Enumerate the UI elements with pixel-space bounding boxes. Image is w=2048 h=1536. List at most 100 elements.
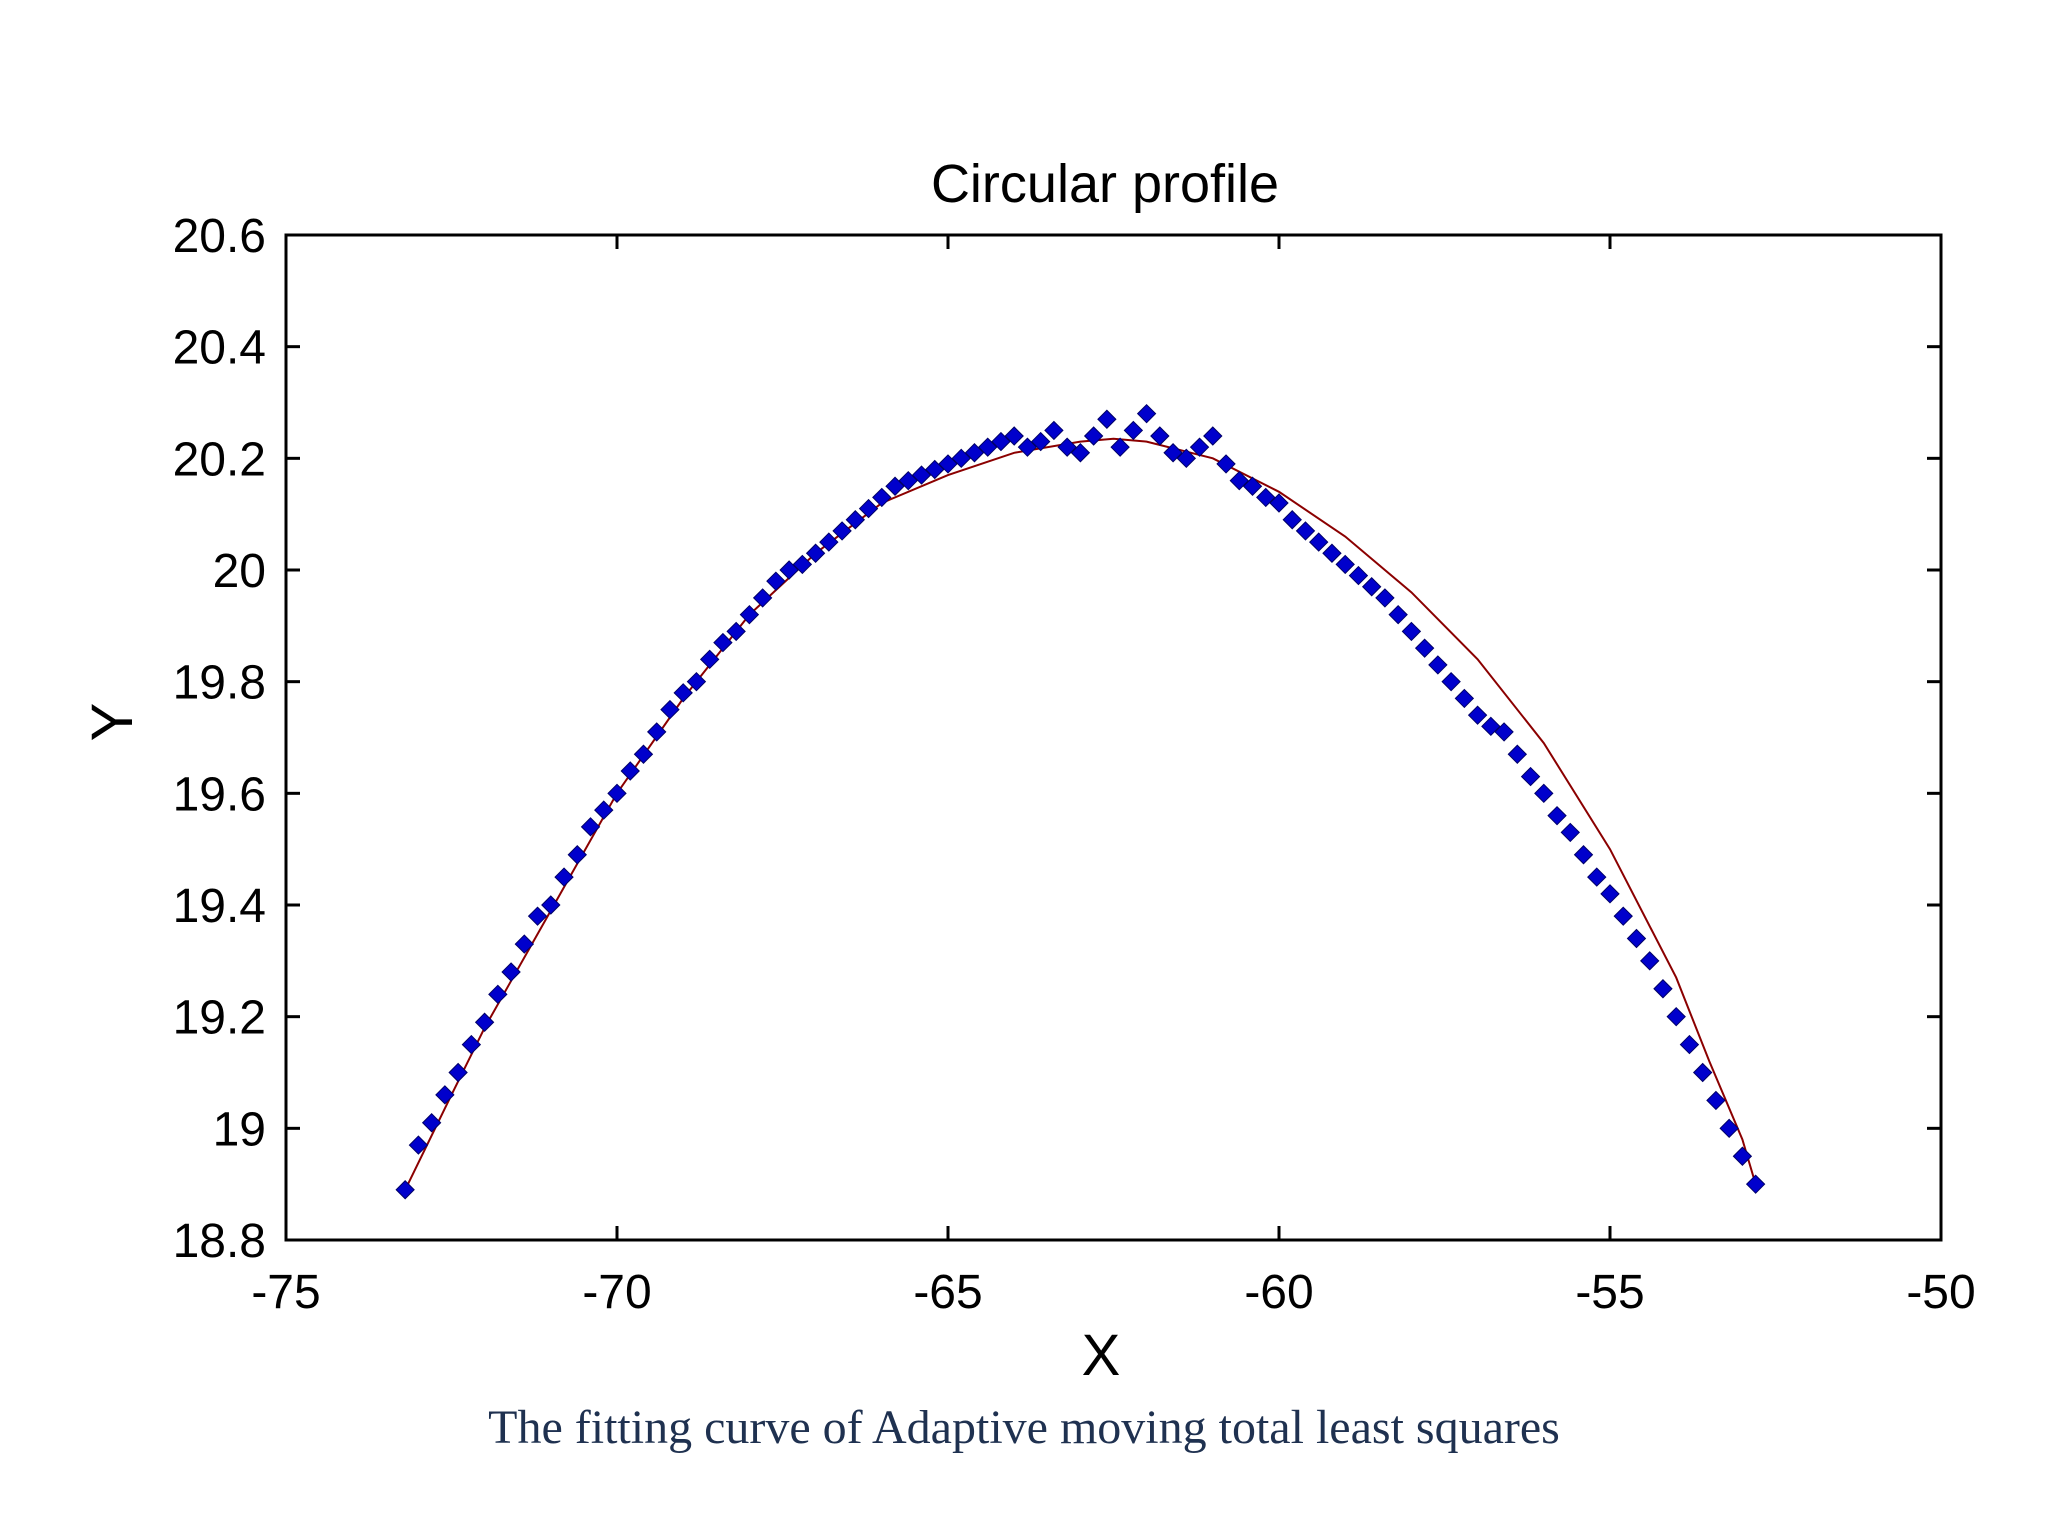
data-point	[991, 431, 1011, 452]
data-point	[858, 498, 879, 519]
data-points-layer	[395, 403, 1766, 1200]
data-point	[766, 571, 786, 591]
x-tick-label: -55	[1575, 1266, 1644, 1319]
data-point	[1375, 588, 1395, 608]
x-axis-ticks: -75 -70 -65 -60 -55 -50	[251, 235, 1976, 1319]
data-point	[1520, 766, 1541, 787]
data-point	[1070, 443, 1091, 463]
data-point	[461, 1034, 482, 1055]
data-point	[1640, 951, 1660, 971]
data-point	[951, 448, 971, 469]
data-point	[1136, 403, 1157, 424]
data-point	[1017, 437, 1038, 457]
data-point	[1097, 409, 1117, 429]
data-point	[898, 470, 918, 491]
data-point	[1110, 437, 1130, 457]
data-point	[1653, 979, 1673, 999]
data-point	[514, 934, 535, 954]
data-point	[1494, 722, 1514, 742]
data-point	[1481, 716, 1501, 737]
data-point	[488, 984, 508, 1005]
x-axis-label: X	[1082, 1323, 1121, 1388]
data-point	[1176, 448, 1197, 469]
data-point	[448, 1062, 468, 1083]
data-point	[925, 459, 945, 480]
data-point	[474, 1012, 495, 1032]
data-point	[1269, 493, 1289, 513]
x-tick-label: -75	[251, 1266, 320, 1319]
data-point	[1322, 543, 1342, 563]
data-point	[1242, 476, 1263, 496]
data-point	[1666, 1006, 1686, 1027]
data-point	[713, 632, 733, 653]
data-point	[1256, 487, 1276, 508]
data-point	[686, 671, 707, 692]
data-point	[1679, 1034, 1700, 1055]
data-point	[1560, 822, 1580, 843]
y-axis-label: Y	[80, 703, 145, 742]
data-point	[1030, 431, 1051, 452]
data-point	[845, 510, 866, 530]
x-tick-label: -50	[1906, 1266, 1975, 1319]
figure-caption: The fitting curve of Adaptive moving tot…	[488, 1401, 1560, 1454]
y-tick-label: 19.4	[173, 880, 266, 933]
data-point	[501, 962, 521, 982]
chart-title: Circular profile	[931, 154, 1279, 214]
data-point	[938, 454, 958, 474]
data-point	[1203, 426, 1223, 446]
data-point	[1719, 1118, 1739, 1139]
data-point	[1401, 621, 1422, 642]
x-tick-label: -70	[582, 1266, 651, 1319]
data-point	[594, 800, 614, 820]
data-point	[647, 722, 667, 742]
data-point	[1216, 454, 1236, 474]
data-point	[1004, 426, 1024, 446]
data-point	[1745, 1174, 1766, 1194]
data-point	[1441, 671, 1461, 692]
data-point	[1348, 565, 1369, 586]
data-point	[1414, 638, 1435, 658]
data-point	[1573, 845, 1594, 865]
y-axis-ticks: 18.8 19 19.2 19.4 19.6 19.8 20 20.2 20.4 20.6	[173, 210, 1941, 1268]
data-point	[1123, 420, 1144, 441]
data-point	[1600, 884, 1620, 904]
data-point	[1163, 443, 1183, 463]
data-point	[1189, 437, 1210, 457]
data-point	[819, 532, 839, 552]
data-point	[1706, 1090, 1726, 1111]
data-point	[1057, 437, 1077, 457]
data-point	[1507, 744, 1528, 764]
data-point	[1626, 928, 1647, 949]
data-point	[620, 761, 640, 781]
data-point	[1295, 521, 1316, 541]
y-tick-label: 20	[213, 545, 266, 598]
data-point	[1732, 1146, 1753, 1166]
data-point	[805, 543, 826, 563]
data-point	[964, 443, 985, 463]
data-point	[779, 560, 799, 580]
data-point	[580, 817, 601, 837]
data-point	[1467, 705, 1488, 725]
data-point	[1044, 420, 1064, 441]
data-point	[527, 906, 548, 926]
data-point	[792, 554, 813, 575]
data-point	[660, 699, 680, 720]
data-point	[699, 649, 720, 670]
x-tick-label: -60	[1244, 1266, 1313, 1319]
data-point	[1587, 867, 1607, 887]
data-point	[1309, 532, 1329, 552]
y-tick-label: 19.6	[173, 768, 266, 821]
data-point	[1613, 906, 1633, 926]
data-point	[421, 1113, 442, 1133]
data-point	[673, 683, 693, 703]
data-point	[567, 845, 587, 865]
data-point	[541, 895, 561, 915]
data-point	[554, 867, 574, 887]
y-tick-label: 19.8	[173, 657, 266, 710]
data-point	[633, 744, 654, 764]
plot-area	[284, 233, 1943, 1242]
y-tick-label: 20.6	[173, 210, 266, 263]
data-point	[435, 1085, 455, 1105]
data-point	[1454, 688, 1475, 709]
